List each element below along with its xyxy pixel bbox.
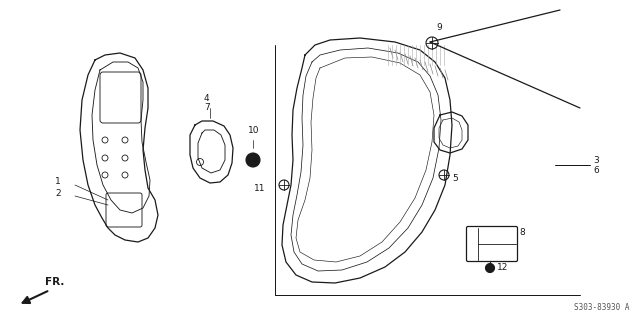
FancyBboxPatch shape <box>100 72 141 123</box>
Text: S303-83930 A: S303-83930 A <box>575 303 630 312</box>
FancyBboxPatch shape <box>467 227 518 261</box>
Text: 3: 3 <box>593 156 599 164</box>
Circle shape <box>486 263 495 273</box>
FancyBboxPatch shape <box>106 193 142 227</box>
Text: 2: 2 <box>55 188 61 197</box>
Circle shape <box>246 153 260 167</box>
Text: 11: 11 <box>253 183 265 193</box>
Text: 9: 9 <box>436 23 442 32</box>
Text: 7: 7 <box>204 103 210 112</box>
Text: 4: 4 <box>204 94 210 103</box>
Text: 5: 5 <box>452 173 458 182</box>
Text: 1: 1 <box>55 177 61 186</box>
Text: 10: 10 <box>248 126 259 135</box>
Text: 6: 6 <box>593 165 599 174</box>
Text: 8: 8 <box>519 228 525 236</box>
Text: FR.: FR. <box>45 277 65 287</box>
Text: 12: 12 <box>497 263 508 273</box>
